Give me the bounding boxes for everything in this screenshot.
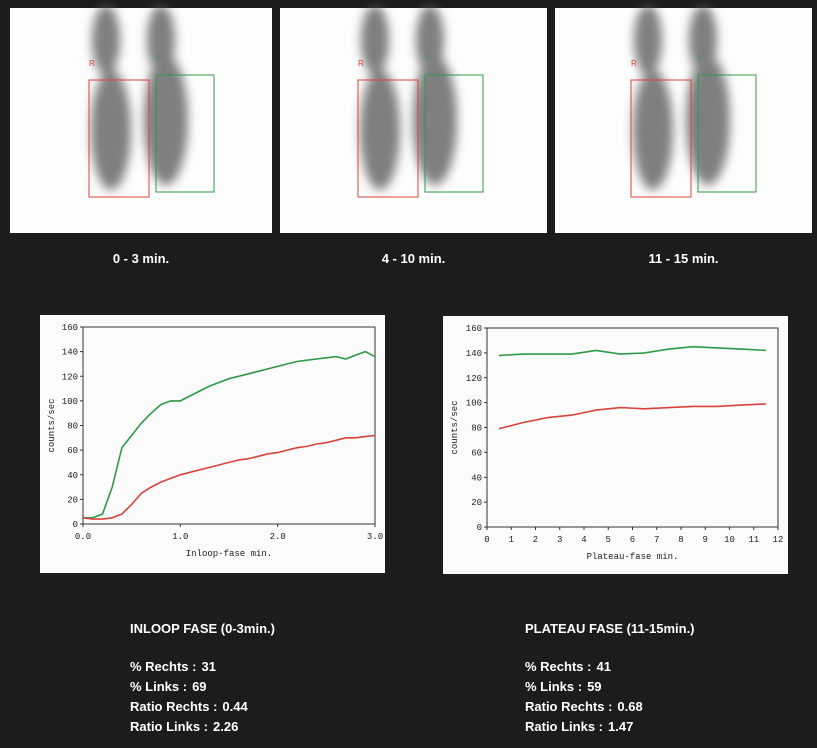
x-tick-label: 2.0 (270, 532, 286, 542)
row-value: 0.68 (617, 699, 642, 714)
scan-panel (10, 8, 272, 233)
x-tick-label: 12 (773, 535, 784, 545)
summary-row: Ratio Links : 2.26 (130, 719, 238, 734)
y-tick-label: 140 (62, 348, 78, 358)
summary-row: % Links : 59 (525, 679, 602, 694)
tracer-blob (92, 5, 120, 75)
y-tick-label: 60 (67, 446, 78, 456)
scan-caption: 4 - 10 min. (382, 251, 446, 266)
y-tick-label: 0 (477, 523, 482, 533)
roi-label: L (156, 53, 161, 62)
y-axis-label: counts/sec (47, 398, 57, 452)
x-tick-label: 3 (557, 535, 562, 545)
row-value: 1.47 (608, 719, 633, 734)
y-tick-label: 80 (471, 424, 482, 434)
summary-title: INLOOP FASE (0-3min.) (130, 621, 275, 636)
x-tick-label: 1 (509, 535, 514, 545)
x-tick-label: 9 (703, 535, 708, 545)
scan-caption: 0 - 3 min. (113, 251, 169, 266)
x-tick-label: 2 (533, 535, 538, 545)
summary-row: % Rechts : 41 (525, 659, 611, 674)
y-tick-label: 60 (471, 448, 482, 458)
y-tick-label: 80 (67, 422, 78, 432)
roi-label: L (698, 53, 703, 62)
row-value: 69 (192, 679, 206, 694)
row-label: Ratio Links : (525, 719, 603, 734)
summary-title: PLATEAU FASE (11-15min.) (525, 621, 695, 636)
x-tick-label: 10 (724, 535, 735, 545)
row-label: % Rechts : (130, 659, 196, 674)
row-label: Ratio Rechts : (525, 699, 612, 714)
x-tick-label: 3.0 (367, 532, 383, 542)
tracer-blob (91, 70, 131, 190)
x-axis-label: Inloop-fase min. (186, 549, 272, 559)
roi-label: R (89, 59, 95, 68)
x-tick-label: 0 (484, 535, 489, 545)
row-value: 2.26 (213, 719, 238, 734)
roi-label: R (631, 59, 637, 68)
tracer-blob (633, 70, 673, 190)
x-tick-label: 0.0 (75, 532, 91, 542)
x-tick-label: 7 (654, 535, 659, 545)
row-value: 59 (587, 679, 601, 694)
x-tick-label: 11 (748, 535, 759, 545)
row-label: Ratio Links : (130, 719, 208, 734)
scan-panel (555, 8, 812, 233)
y-tick-label: 160 (466, 324, 482, 334)
x-axis-label: Plateau-fase min. (587, 552, 679, 562)
y-tick-label: 0 (73, 520, 78, 530)
x-tick-label: 5 (606, 535, 611, 545)
scan-caption: 11 - 15 min. (648, 251, 718, 266)
chart-panel (40, 315, 385, 573)
summary-row: % Rechts : 31 (130, 659, 216, 674)
row-label: % Links : (130, 679, 187, 694)
row-value: 41 (596, 659, 610, 674)
roi-label: R (358, 59, 364, 68)
summary-row: Ratio Links : 1.47 (525, 719, 633, 734)
y-tick-label: 40 (67, 471, 78, 481)
chart-panel (443, 316, 788, 574)
row-label: Ratio Rechts : (130, 699, 217, 714)
y-tick-label: 120 (62, 372, 78, 382)
summary-row: Ratio Rechts : 0.44 (130, 699, 248, 714)
y-tick-label: 120 (466, 374, 482, 384)
tracer-blob (634, 5, 662, 75)
y-tick-label: 160 (62, 323, 78, 333)
x-tick-label: 4 (581, 535, 586, 545)
y-tick-label: 100 (62, 397, 78, 407)
y-tick-label: 20 (67, 495, 78, 505)
row-label: % Rechts : (525, 659, 591, 674)
summary-row: % Links : 69 (130, 679, 207, 694)
tracer-blob (361, 5, 389, 75)
row-label: % Links : (525, 679, 582, 694)
y-tick-label: 20 (471, 498, 482, 508)
x-tick-label: 1.0 (172, 532, 188, 542)
y-tick-label: 140 (466, 349, 482, 359)
y-axis-label: counts/sec (450, 400, 460, 454)
row-value: 31 (201, 659, 215, 674)
tracer-blob (360, 70, 400, 190)
figure: R L 0 - 3 min. R L 4 - 10 min. R L 11 - 15 min. 0… (0, 0, 817, 748)
x-tick-label: 8 (678, 535, 683, 545)
y-tick-label: 40 (471, 473, 482, 483)
y-tick-label: 100 (466, 399, 482, 409)
summary-row: Ratio Rechts : 0.68 (525, 699, 643, 714)
roi-label: L (425, 53, 430, 62)
row-value: 0.44 (222, 699, 248, 714)
x-tick-label: 6 (630, 535, 635, 545)
